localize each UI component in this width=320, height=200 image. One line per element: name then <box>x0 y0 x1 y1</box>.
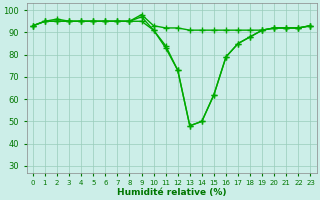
X-axis label: Humidité relative (%): Humidité relative (%) <box>117 188 227 197</box>
